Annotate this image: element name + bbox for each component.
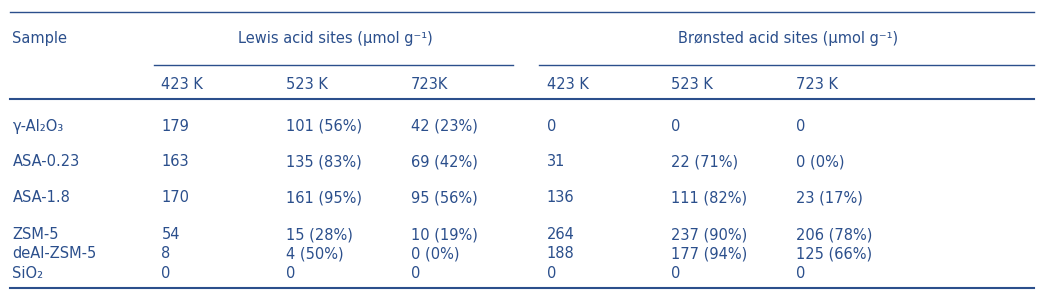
Text: 22 (71%): 22 (71%)	[671, 154, 738, 169]
Text: Sample: Sample	[12, 31, 68, 46]
Text: 0: 0	[161, 266, 171, 281]
Text: 177 (94%): 177 (94%)	[671, 247, 747, 261]
Text: 163: 163	[161, 154, 189, 169]
Text: 0 (0%): 0 (0%)	[411, 247, 460, 261]
Text: 111 (82%): 111 (82%)	[671, 190, 747, 205]
Text: 206 (78%): 206 (78%)	[796, 227, 872, 242]
Text: 0: 0	[411, 266, 421, 281]
Text: 723 K: 723 K	[796, 77, 838, 92]
Text: ZSM-5: ZSM-5	[12, 227, 59, 242]
Text: 42 (23%): 42 (23%)	[411, 119, 478, 134]
Text: 135 (83%): 135 (83%)	[286, 154, 362, 169]
Text: 69 (42%): 69 (42%)	[411, 154, 478, 169]
Text: 523 K: 523 K	[286, 77, 328, 92]
Text: 237 (90%): 237 (90%)	[671, 227, 747, 242]
Text: Brønsted acid sites (μmol g⁻¹): Brønsted acid sites (μmol g⁻¹)	[679, 31, 898, 46]
Text: 4 (50%): 4 (50%)	[286, 247, 344, 261]
Text: Lewis acid sites (μmol g⁻¹): Lewis acid sites (μmol g⁻¹)	[238, 31, 433, 46]
Text: 423 K: 423 K	[547, 77, 588, 92]
Text: SiO₂: SiO₂	[12, 266, 44, 281]
Text: 0 (0%): 0 (0%)	[796, 154, 845, 169]
Text: 8: 8	[161, 247, 171, 261]
Text: 0: 0	[796, 119, 806, 134]
Text: deAl-ZSM-5: deAl-ZSM-5	[12, 247, 97, 261]
Text: 179: 179	[161, 119, 189, 134]
Text: 0: 0	[547, 119, 556, 134]
Text: 423 K: 423 K	[161, 77, 203, 92]
Text: ASA-0.23: ASA-0.23	[12, 154, 80, 169]
Text: 0: 0	[671, 119, 681, 134]
Text: 15 (28%): 15 (28%)	[286, 227, 353, 242]
Text: 101 (56%): 101 (56%)	[286, 119, 362, 134]
Text: 264: 264	[547, 227, 575, 242]
Text: 161 (95%): 161 (95%)	[286, 190, 362, 205]
Text: 23 (17%): 23 (17%)	[796, 190, 863, 205]
Text: 125 (66%): 125 (66%)	[796, 247, 872, 261]
Text: γ-Al₂O₃: γ-Al₂O₃	[12, 119, 64, 134]
Text: 0: 0	[286, 266, 296, 281]
Text: 170: 170	[161, 190, 189, 205]
Text: 723K: 723K	[411, 77, 449, 92]
Text: ASA-1.8: ASA-1.8	[12, 190, 71, 205]
Text: 0: 0	[671, 266, 681, 281]
Text: 95 (56%): 95 (56%)	[411, 190, 478, 205]
Text: 523 K: 523 K	[671, 77, 713, 92]
Text: 0: 0	[547, 266, 556, 281]
Text: 54: 54	[161, 227, 180, 242]
Text: 10 (19%): 10 (19%)	[411, 227, 478, 242]
Text: 0: 0	[796, 266, 806, 281]
Text: 136: 136	[547, 190, 575, 205]
Text: 31: 31	[547, 154, 565, 169]
Text: 188: 188	[547, 247, 575, 261]
